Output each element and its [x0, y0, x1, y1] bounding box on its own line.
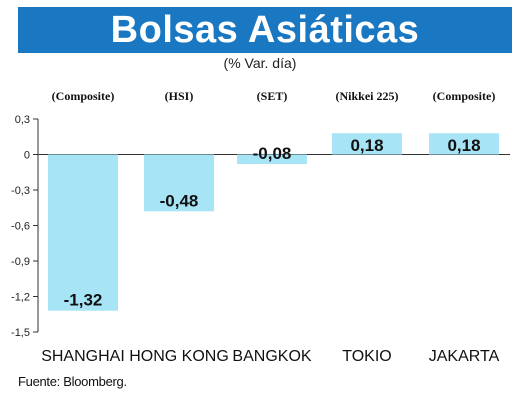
bar-value-label: -0,48	[160, 191, 199, 210]
y-tick-label: 0	[24, 150, 30, 162]
y-tick-label: -0,3	[11, 185, 30, 197]
index-label: (Nikkei 225)	[336, 89, 399, 103]
bar-hong-kong	[144, 154, 214, 212]
bar-value-label: 0,18	[350, 136, 383, 155]
bar-tokio	[332, 133, 402, 155]
chart-title: Bolsas Asiáticas	[110, 9, 420, 51]
category-label: HONG KONG	[129, 348, 229, 365]
bar-value-label: -1,32	[64, 291, 103, 310]
y-tick-label: -0,9	[11, 256, 30, 268]
bar-shanghai	[48, 154, 118, 311]
category-label: JAKARTA	[429, 348, 500, 365]
source-note: Fuente: Bloomberg.	[18, 374, 127, 389]
y-tick-label: -1,5	[11, 327, 30, 339]
category-label: TOKIO	[342, 348, 392, 365]
category-label: SHANGHAI	[41, 348, 125, 365]
index-label: (Composite)	[433, 89, 496, 103]
bar-bangkok	[237, 154, 307, 164]
labels-layer: -1,32 (Composite) SHANGHAI -0,48 (HSI) HONG K…	[41, 89, 499, 365]
bar-value-label: 0,18	[447, 136, 480, 155]
bar-value-label: -0,08	[253, 144, 292, 163]
bar-jakarta	[429, 133, 499, 155]
chart-subtitle: (% Var. día)	[223, 55, 297, 71]
index-label: (Composite)	[52, 89, 115, 103]
y-tick-label: -1,2	[11, 292, 30, 304]
bars-layer	[48, 133, 499, 311]
y-tick-label: 0,3	[15, 114, 30, 126]
title-banner	[18, 7, 512, 53]
index-label: (HSI)	[165, 89, 194, 103]
y-tick-label: -0,6	[11, 221, 30, 233]
index-label: (SET)	[257, 89, 288, 103]
category-label: BANGKOK	[232, 348, 311, 365]
